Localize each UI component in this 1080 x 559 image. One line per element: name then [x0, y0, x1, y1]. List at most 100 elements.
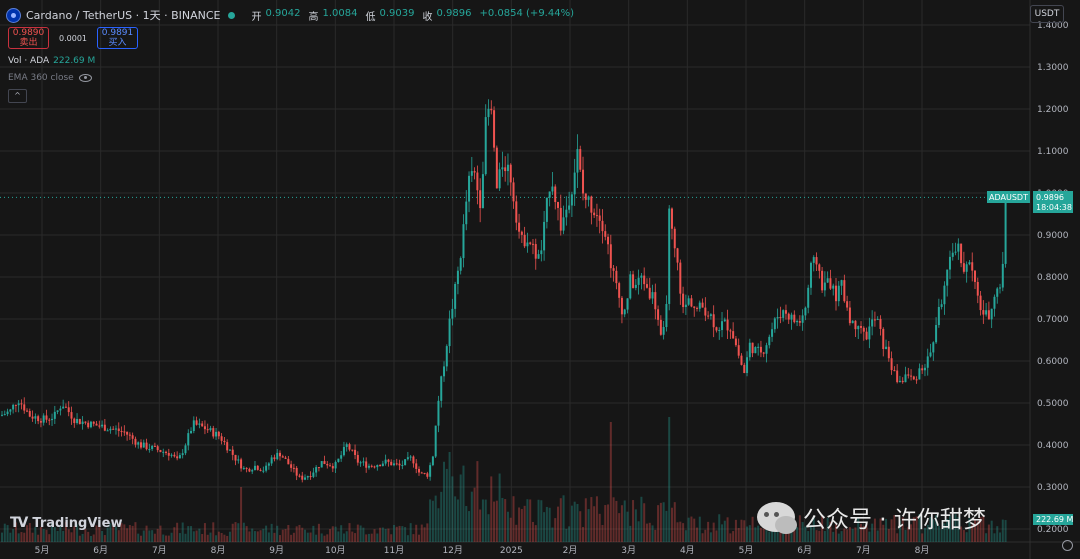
volume-bar — [960, 526, 963, 542]
volume-bar — [715, 530, 718, 542]
volume-bar — [17, 533, 20, 542]
ema-indicator-legend[interactable]: EMA 360 close — [8, 73, 92, 83]
volume-bar — [267, 532, 270, 542]
candle-body — [165, 451, 168, 453]
candle-body — [170, 454, 173, 456]
time-axis[interactable]: 5月 6月 7月 8月 9月 10月 11月 12月 2025 2月 3月 4月 5月 6月 7月 8月 — [35, 545, 930, 556]
volume-bar — [804, 526, 807, 542]
volume-bar — [773, 525, 776, 542]
open-value: 0.9042 — [265, 7, 301, 19]
volume-bar — [73, 526, 76, 542]
y-tick-label: 0.9000 — [1037, 231, 1069, 241]
candle-body — [629, 274, 632, 299]
volume-bar — [557, 506, 559, 542]
high-label: 高 — [308, 11, 319, 23]
candle-body — [993, 296, 996, 309]
candle-body — [92, 421, 95, 424]
volume-bar — [746, 526, 749, 542]
volume-bar — [184, 533, 187, 542]
settings-icon[interactable] — [1062, 540, 1073, 551]
candle-body — [37, 416, 40, 422]
candle-body — [356, 455, 359, 463]
volume-bar — [64, 522, 67, 542]
volume-bar — [456, 499, 459, 542]
candle-body — [940, 304, 943, 307]
candle-body — [910, 375, 913, 377]
candle-body — [262, 470, 265, 472]
candle-body — [957, 243, 960, 252]
volume-bar — [1, 532, 3, 542]
candle-body — [737, 345, 740, 356]
y-tick-label: 1.4000 — [1037, 21, 1069, 31]
y-tick-label: 0.3000 — [1037, 483, 1069, 493]
candle-body — [120, 430, 123, 432]
currency-selector[interactable]: USDT — [1030, 5, 1064, 23]
volume-bar — [698, 516, 701, 542]
candle-body — [620, 297, 623, 315]
candle-body — [968, 262, 971, 265]
volume-bar — [876, 530, 879, 542]
volume-bar — [682, 523, 685, 542]
volume-bar — [418, 534, 420, 542]
wechat-icon — [757, 502, 797, 534]
symbol-title[interactable]: Cardano / TetherUS · 1天 · BINANCE — [26, 9, 221, 22]
candle-body — [381, 463, 384, 467]
volume-bar — [595, 496, 598, 542]
volume-bar — [434, 495, 437, 542]
volume-bar — [226, 535, 229, 542]
candle-body — [512, 182, 515, 202]
candle-body — [376, 465, 379, 468]
volume-bar — [912, 517, 915, 542]
price-axis[interactable]: 0.2000 0.3000 0.4000 0.5000 0.6000 0.7000 0.80… — [1037, 21, 1069, 535]
candle-body — [142, 442, 145, 448]
volume-bar — [809, 525, 812, 542]
volume-bar — [381, 527, 384, 542]
candle-body — [9, 409, 12, 412]
candle-body — [498, 169, 501, 189]
volume-indicator-legend[interactable]: Vol · ADA 222.69 M — [8, 56, 95, 66]
volume-bar — [181, 522, 184, 542]
volume-bar — [315, 534, 318, 542]
buy-button[interactable]: 0.9891 买入 — [97, 27, 138, 49]
x-tick-label: 6月 — [93, 545, 108, 556]
eye-icon[interactable] — [78, 74, 92, 82]
volume-bar — [392, 524, 395, 542]
candle-body — [557, 202, 559, 208]
volume-bar — [3, 523, 6, 542]
volume-bar — [634, 509, 637, 542]
volume-bar — [996, 526, 999, 542]
candle-body — [882, 328, 885, 349]
volume-bar — [28, 523, 31, 542]
candle-body — [626, 298, 629, 310]
volume-bar — [78, 535, 81, 542]
candle-body — [337, 458, 340, 462]
volume-bar — [910, 524, 913, 542]
candle-body — [623, 309, 626, 315]
collapse-legend-button[interactable]: ^ — [8, 89, 27, 103]
candle-body — [601, 220, 604, 232]
candle-body — [64, 406, 67, 408]
volume-bar — [98, 522, 101, 542]
candle-body — [987, 310, 990, 320]
candle-body — [123, 431, 126, 433]
volume-bar — [823, 530, 826, 542]
volume-bar — [437, 508, 440, 542]
volume-bar — [545, 506, 548, 542]
candle-body — [3, 414, 6, 416]
sell-button[interactable]: 0.9890 卖出 — [8, 27, 49, 49]
candle-body — [935, 325, 938, 343]
volume-bar — [342, 533, 345, 542]
volume-bar — [687, 517, 690, 542]
volume-bar — [351, 531, 354, 542]
volume-bar — [812, 516, 815, 542]
volume-bar — [643, 503, 646, 542]
x-tick-label: 3月 — [621, 545, 636, 556]
volume-bar — [39, 526, 42, 542]
volume-bar — [253, 531, 256, 542]
volume-bar — [573, 501, 576, 542]
low-value: 0.9039 — [379, 7, 415, 19]
tradingview-logo[interactable]: TV TradingView — [10, 515, 122, 531]
candle-body — [153, 445, 156, 447]
